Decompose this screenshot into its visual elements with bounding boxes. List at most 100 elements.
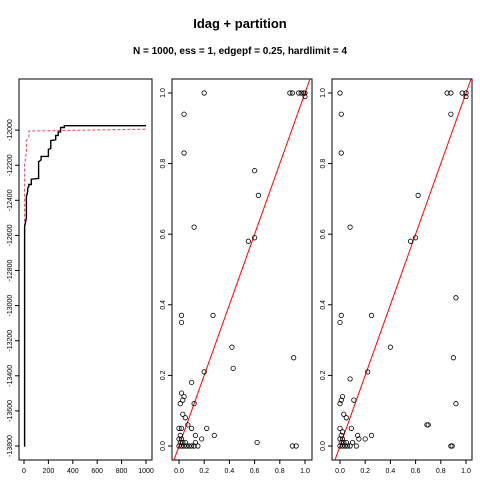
scatter-point <box>351 397 357 403</box>
scatter-point <box>177 439 183 446</box>
y-tick-label: 1.0 <box>320 88 327 98</box>
identity-line <box>173 79 311 460</box>
scatter-point <box>289 443 295 449</box>
scatter-point <box>349 439 356 446</box>
scatter-point <box>176 436 182 442</box>
y-tick-label: -13400 <box>7 365 14 387</box>
y-tick-label: 0.2 <box>160 370 167 380</box>
scatter-point <box>444 90 450 96</box>
scatter-point <box>178 312 185 318</box>
scatter-point <box>189 379 195 386</box>
scatter-point <box>387 344 393 350</box>
plot-frame <box>331 78 473 461</box>
scatter-point <box>287 90 293 96</box>
scatter-point <box>338 397 344 403</box>
y-tick-label: -13000 <box>7 295 14 317</box>
scatter-point <box>355 432 361 439</box>
scatter-point <box>181 150 187 156</box>
scatter-point <box>181 443 187 449</box>
scatter-point <box>425 422 431 428</box>
y-tick-label: -13800 <box>7 435 14 457</box>
scatter-point <box>181 111 187 117</box>
x-tick-label: 0.8 <box>436 468 446 475</box>
scatter-point <box>450 355 456 361</box>
x-tick-label: 800 <box>116 468 128 475</box>
scatter-point <box>191 443 197 449</box>
scatter-point <box>192 432 198 439</box>
x-tick-label: 0.2 <box>199 468 209 475</box>
scatter-point <box>252 168 258 174</box>
scatter-point <box>356 436 362 442</box>
scatter-point <box>342 443 348 449</box>
scatter-point <box>180 397 186 403</box>
scatter-point <box>453 401 459 407</box>
scatter-point <box>341 411 347 417</box>
scatter-point <box>298 90 304 96</box>
scatter-point <box>448 111 454 117</box>
x-tick-label: 0.6 <box>250 468 260 475</box>
scatter-point <box>353 443 359 449</box>
scatter-point <box>199 436 205 442</box>
chart-title: Idag + partition <box>193 16 287 31</box>
scatter-point <box>448 90 454 96</box>
scatter-point <box>463 93 469 100</box>
scatter-point <box>182 439 188 446</box>
y-tick-label: -13600 <box>7 400 14 422</box>
scatter-point <box>178 425 185 431</box>
scatter-point <box>302 93 308 100</box>
scatter-point <box>204 425 210 431</box>
y-tick-label: -12200 <box>7 154 14 176</box>
y-tick-label: 0.0 <box>320 441 327 451</box>
scatter-point <box>337 90 343 96</box>
scatter-point <box>347 224 353 230</box>
scatter-point <box>337 443 343 449</box>
x-tick-label: 0.0 <box>174 468 184 475</box>
scatter-point <box>337 401 343 407</box>
scatter-point <box>339 436 346 442</box>
scatter-point <box>343 415 349 421</box>
scatter-point <box>183 443 190 449</box>
scatter-point <box>195 443 201 449</box>
scatter-point <box>348 425 354 431</box>
y-tick-label: 0.6 <box>160 229 167 239</box>
scatter-point <box>407 238 414 244</box>
x-tick-label: 1.0 <box>461 468 471 475</box>
scatter-point <box>302 90 308 96</box>
y-tick-label: 0.8 <box>160 159 167 169</box>
scatter-point <box>343 439 349 446</box>
scatter-plot-panel-2: 0.0 0.2 0.4 0.6 0.8 1.0 0.0 0.2 0.4 0.6 0.8 1.0 <box>320 78 473 475</box>
y-tick-label: -12600 <box>7 224 14 246</box>
y-tick-label: -13200 <box>7 330 14 352</box>
scatter-point <box>189 443 195 449</box>
chart-subtitle: N = 1000, ess = 1, edgepf = 0.25, hardli… <box>133 46 347 57</box>
y-tick-label: -12400 <box>7 189 14 211</box>
scatter-plot-panel-1: 0.0 0.2 0.4 0.6 0.8 1.0 0.0 0.2 0.4 0.6 0.8 1.0 <box>160 78 313 475</box>
scatter-point <box>453 295 459 301</box>
y-tick-label: 1.0 <box>160 88 167 98</box>
scatter-point <box>192 439 198 446</box>
x-tick-label: 1000 <box>138 468 154 475</box>
scatter-point <box>341 439 347 446</box>
scatter-point <box>178 390 185 396</box>
scatter-point <box>229 344 235 350</box>
scatter-point <box>362 436 368 442</box>
scatter-point <box>191 224 197 230</box>
y-tick-label: 0.6 <box>320 229 327 239</box>
trace-plot-panel: 0 200 400 600 800 1000 -13800 -13600 -13400 -1320… <box>7 78 154 475</box>
scatter-point <box>365 369 371 375</box>
scatter-point <box>291 355 297 361</box>
x-tick-label: 0.0 <box>335 468 345 475</box>
scatter-point <box>339 443 346 449</box>
y-tick-label: 0.4 <box>320 300 327 310</box>
x-tick-label: 600 <box>91 468 103 475</box>
y-tick-label: 0.4 <box>160 300 167 310</box>
y-tick-label: -12800 <box>7 259 14 281</box>
scatter-point <box>338 150 344 156</box>
scatter-point <box>191 401 197 407</box>
x-tick-label: 0.8 <box>275 468 285 475</box>
scatter-point <box>459 90 465 96</box>
scatter-point <box>368 432 375 439</box>
scatter-point <box>338 111 344 117</box>
scatter-point <box>338 439 344 446</box>
